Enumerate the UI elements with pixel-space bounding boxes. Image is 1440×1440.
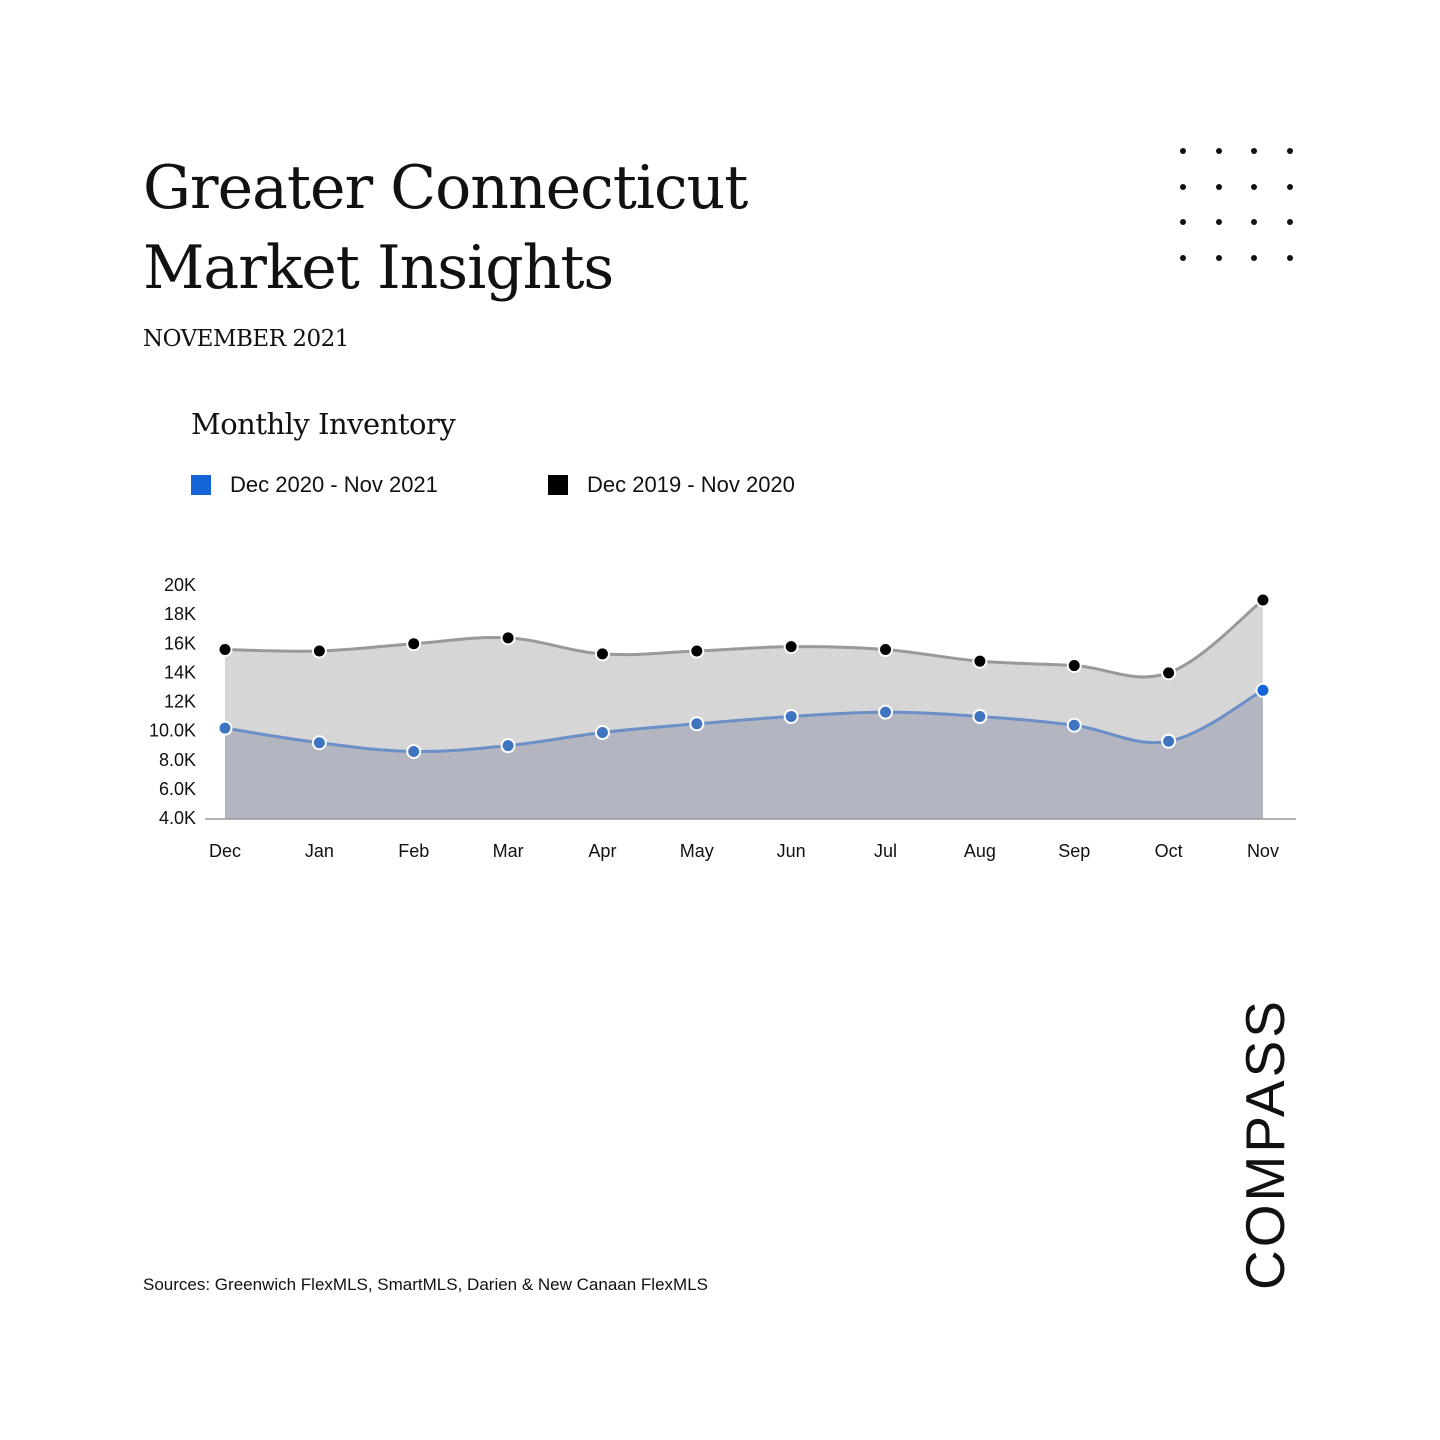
point-current-oct bbox=[1161, 733, 1177, 749]
y-tick-label: 16K bbox=[164, 633, 196, 653]
x-tick-label: May bbox=[680, 841, 714, 861]
point-previous-jan bbox=[311, 643, 327, 659]
point-current-aug bbox=[972, 709, 988, 725]
point-current-may bbox=[689, 716, 705, 732]
inventory-area-chart: 20K 18K 16K 14K 12K 10.0K 8.0K 6.0K 4.0K Dec Jan Fe… bbox=[149, 575, 1296, 861]
point-current-jan bbox=[311, 735, 327, 751]
title-line-1: Greater Connecticut bbox=[143, 153, 748, 223]
legend-label-previous: Dec 2019 - Nov 2020 bbox=[587, 472, 795, 497]
point-previous-feb bbox=[406, 636, 422, 652]
point-previous-nov bbox=[1255, 592, 1271, 608]
point-current-sep bbox=[1066, 717, 1082, 733]
y-tick-label: 18K bbox=[164, 604, 196, 624]
x-tick-label: Jun bbox=[777, 841, 806, 861]
y-tick-label: 14K bbox=[164, 662, 196, 682]
y-tick-label: 6.0K bbox=[159, 779, 196, 799]
sources-note: Sources: Greenwich FlexMLS, SmartMLS, Da… bbox=[143, 1275, 708, 1294]
x-tick-label: Mar bbox=[493, 841, 524, 861]
legend-label-current: Dec 2020 - Nov 2021 bbox=[230, 472, 438, 497]
compass-logo: COMPASS bbox=[1234, 998, 1296, 1290]
point-current-feb bbox=[406, 743, 422, 759]
legend-swatch-previous bbox=[548, 475, 568, 495]
chart-title: Monthly Inventory bbox=[191, 407, 456, 441]
legend-swatch-current bbox=[191, 475, 211, 495]
point-previous-jun bbox=[783, 639, 799, 655]
x-tick-label: Feb bbox=[398, 841, 429, 861]
y-tick-label: 4.0K bbox=[159, 808, 196, 828]
point-previous-oct bbox=[1161, 665, 1177, 681]
point-previous-mar bbox=[500, 630, 516, 646]
x-tick-label: Dec bbox=[209, 841, 241, 861]
point-current-nov bbox=[1255, 682, 1271, 698]
point-current-apr bbox=[594, 725, 610, 741]
point-current-dec bbox=[217, 720, 233, 736]
point-previous-apr bbox=[594, 646, 610, 662]
point-current-jun bbox=[783, 709, 799, 725]
x-tick-label: Jan bbox=[305, 841, 334, 861]
legend-item-previous: Dec 2019 - Nov 2020 bbox=[548, 472, 795, 498]
x-tick-label: Nov bbox=[1247, 841, 1279, 861]
point-previous-may bbox=[689, 643, 705, 659]
point-current-jul bbox=[878, 704, 894, 720]
y-tick-label: 10.0K bbox=[149, 721, 196, 741]
decorative-dot-grid bbox=[1180, 148, 1293, 261]
y-tick-label: 8.0K bbox=[159, 750, 196, 770]
x-tick-label: Aug bbox=[964, 841, 996, 861]
point-previous-aug bbox=[972, 653, 988, 669]
title-line-2: Market Insights bbox=[143, 233, 614, 303]
page-title: Greater Connecticut Market Insights bbox=[143, 148, 748, 308]
point-previous-dec bbox=[217, 642, 233, 658]
area-fill-current bbox=[225, 690, 1263, 819]
legend-item-current: Dec 2020 - Nov 2021 bbox=[191, 472, 438, 498]
point-previous-jul bbox=[878, 642, 894, 658]
report-date: NOVEMBER 2021 bbox=[143, 326, 349, 352]
x-tick-label: Apr bbox=[588, 841, 616, 861]
point-previous-sep bbox=[1066, 658, 1082, 674]
y-tick-label: 20K bbox=[164, 575, 196, 595]
y-tick-label: 12K bbox=[164, 692, 196, 712]
point-current-mar bbox=[500, 738, 516, 754]
x-tick-label: Sep bbox=[1058, 841, 1090, 861]
compass-logo-text: COMPASS bbox=[1234, 998, 1296, 1290]
x-tick-label: Oct bbox=[1155, 841, 1183, 861]
x-tick-label: Jul bbox=[874, 841, 897, 861]
